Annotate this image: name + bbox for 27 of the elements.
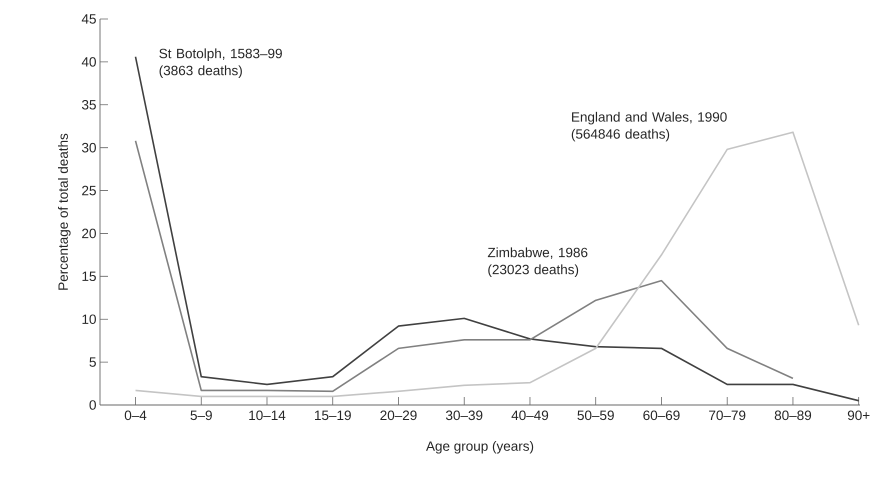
y-tick-label: 40 [82,57,96,67]
x-tick-label: 90+ [848,410,870,420]
x-tick-label: 60–69 [643,410,680,420]
x-tick-label: 30–39 [446,410,482,420]
y-tick-label: 45 [82,14,96,24]
y-tick-label: 30 [82,142,96,152]
x-tick-label: 10–14 [249,410,286,420]
x-tick-label: 70–79 [709,410,746,420]
series-label: England and Wales, 1990 (564846 deaths) [572,112,727,142]
y-tick-label: 35 [82,100,96,110]
x-tick-label: 0–4 [124,410,146,420]
series-label: Zimbabwe, 1986 (23023 deaths) [488,247,588,277]
x-tick-label: 20–29 [380,410,417,420]
series-label: St Botolph, 1583–99 (3863 deaths) [159,48,282,78]
x-tick-label: 15–19 [315,410,351,420]
y-tick-label: 25 [82,186,96,196]
y-tick-label: 5 [89,357,96,367]
y-tick-label: 20 [82,228,96,238]
x-tick-label: 50–59 [577,410,614,420]
y-tick-label: 15 [82,272,96,282]
x-tick-label: 40–49 [512,410,548,420]
x-tick-label: 5–9 [190,410,212,420]
x-axis-title: Age group (years) [426,440,534,454]
y-tick-label: 10 [82,314,96,324]
y-tick-label: 0 [89,400,96,410]
x-tick-label: 80–89 [774,410,812,420]
y-axis-title: Percentage of total deaths [58,134,71,290]
